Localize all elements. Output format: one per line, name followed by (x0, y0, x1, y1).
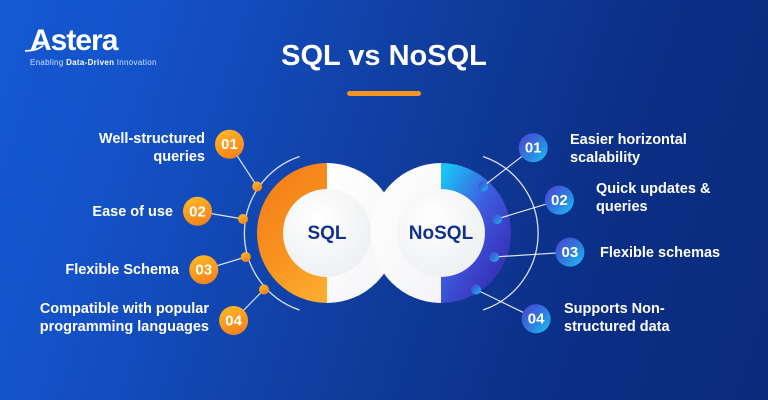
svg-text:03: 03 (195, 262, 212, 279)
svg-text:03: 03 (562, 244, 579, 261)
svg-text:01: 01 (221, 136, 238, 153)
svg-text:02: 02 (551, 192, 568, 209)
svg-text:04: 04 (528, 311, 545, 328)
svg-text:SQL: SQL (307, 223, 346, 244)
svg-text:02: 02 (189, 203, 206, 220)
svg-text:04: 04 (225, 313, 242, 330)
svg-text:NoSQL: NoSQL (409, 223, 474, 244)
svg-text:01: 01 (525, 140, 542, 157)
